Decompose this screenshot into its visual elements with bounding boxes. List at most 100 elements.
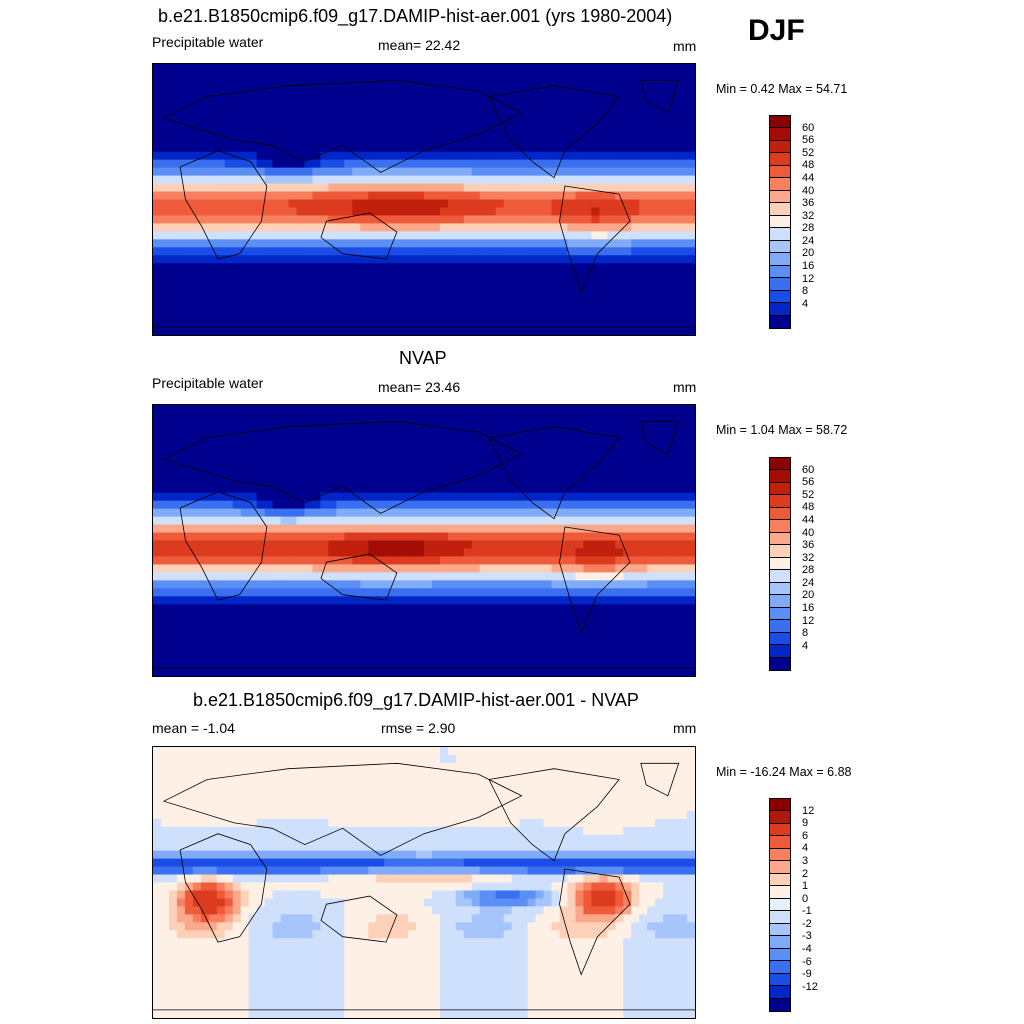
map-cell — [360, 620, 369, 629]
map-cell — [360, 644, 369, 653]
map-cell — [280, 119, 290, 129]
map-cell — [240, 644, 250, 653]
map-cell — [424, 564, 433, 573]
map-cell — [264, 405, 274, 414]
map-cell — [336, 452, 345, 462]
map-cell — [583, 295, 592, 304]
map-cell — [296, 79, 306, 89]
map-cell — [599, 199, 608, 209]
map-cell — [240, 516, 250, 526]
map-cell — [328, 271, 337, 280]
map-cell — [639, 223, 648, 232]
map-cell — [264, 636, 274, 645]
map-cell — [671, 279, 680, 288]
map-cell — [687, 175, 695, 185]
map-cell — [455, 311, 465, 320]
map-cell — [471, 279, 481, 288]
map-cell — [304, 668, 314, 676]
map-cell — [368, 271, 377, 280]
map-cell — [400, 319, 409, 328]
map-cell — [647, 436, 656, 446]
map-cell — [559, 175, 569, 185]
map-cell — [487, 143, 497, 153]
map-cell — [232, 223, 242, 232]
map-cell — [416, 652, 425, 661]
map-cell — [272, 287, 282, 296]
map-cell — [519, 500, 529, 510]
map-cell — [607, 452, 616, 462]
map-cell — [487, 71, 497, 81]
map-cell — [224, 303, 234, 312]
map-cell — [328, 540, 337, 550]
map-cell — [424, 127, 433, 137]
map-cell — [344, 452, 353, 462]
map-cell — [400, 311, 409, 320]
map-cell — [503, 476, 513, 486]
map-cell — [256, 564, 266, 573]
map-cell — [567, 524, 577, 534]
map-cell — [631, 119, 640, 129]
map-cell — [551, 628, 561, 637]
map-cell — [639, 215, 648, 225]
map-cell — [280, 405, 290, 414]
map-cell — [400, 295, 409, 304]
map-cell — [232, 303, 242, 312]
map-cell — [439, 460, 449, 470]
map-cell — [639, 500, 648, 510]
map-cell — [663, 405, 672, 414]
map-cell — [392, 548, 401, 558]
map-cell — [463, 484, 473, 494]
map-cell — [647, 747, 656, 756]
map-cell — [400, 484, 409, 494]
map-cell — [248, 420, 258, 430]
map-cell — [591, 207, 600, 217]
map-cell — [168, 604, 178, 613]
map-cell — [384, 327, 393, 335]
map-cell — [160, 444, 170, 454]
map-cell — [527, 263, 537, 272]
map-cell — [272, 452, 282, 462]
map-cell — [192, 295, 202, 304]
map-cell — [304, 119, 314, 129]
map-cell — [511, 231, 521, 240]
map-cell — [264, 668, 274, 676]
map-cell — [264, 303, 274, 312]
map-cell — [296, 239, 306, 248]
map-cell — [232, 95, 242, 105]
map-cell — [503, 500, 513, 510]
map-cell — [160, 119, 170, 129]
map-cell — [615, 747, 624, 756]
map-cell — [567, 588, 577, 597]
map-cell — [408, 271, 417, 280]
map-cell — [487, 564, 497, 573]
map-cell — [527, 508, 537, 518]
map-cell — [455, 87, 465, 97]
map-cell — [296, 135, 306, 145]
map-cell — [264, 143, 274, 153]
map-cell — [687, 770, 695, 780]
map-cell — [232, 540, 242, 550]
map-cell — [153, 500, 162, 510]
map-cell — [671, 468, 680, 478]
map-cell — [623, 620, 632, 629]
map-cell — [153, 548, 162, 558]
map-cell — [153, 778, 162, 788]
map-cell — [168, 143, 178, 153]
map-cell — [208, 295, 218, 304]
map-cell — [296, 460, 306, 470]
map-cell — [160, 508, 170, 518]
map-cell — [559, 612, 569, 621]
map-cell — [153, 215, 162, 225]
colorbar-tick-label: 48 — [802, 501, 815, 514]
map-cell — [479, 231, 489, 240]
map-cell — [184, 532, 194, 542]
map-cell — [447, 87, 457, 97]
map-cell — [599, 239, 608, 248]
map-cell — [535, 175, 545, 185]
map-cell — [360, 175, 369, 185]
map-cell — [663, 127, 672, 137]
map-cell — [527, 644, 537, 653]
map-cell — [304, 279, 314, 288]
map-cell — [288, 175, 298, 185]
map-cell — [647, 247, 656, 256]
